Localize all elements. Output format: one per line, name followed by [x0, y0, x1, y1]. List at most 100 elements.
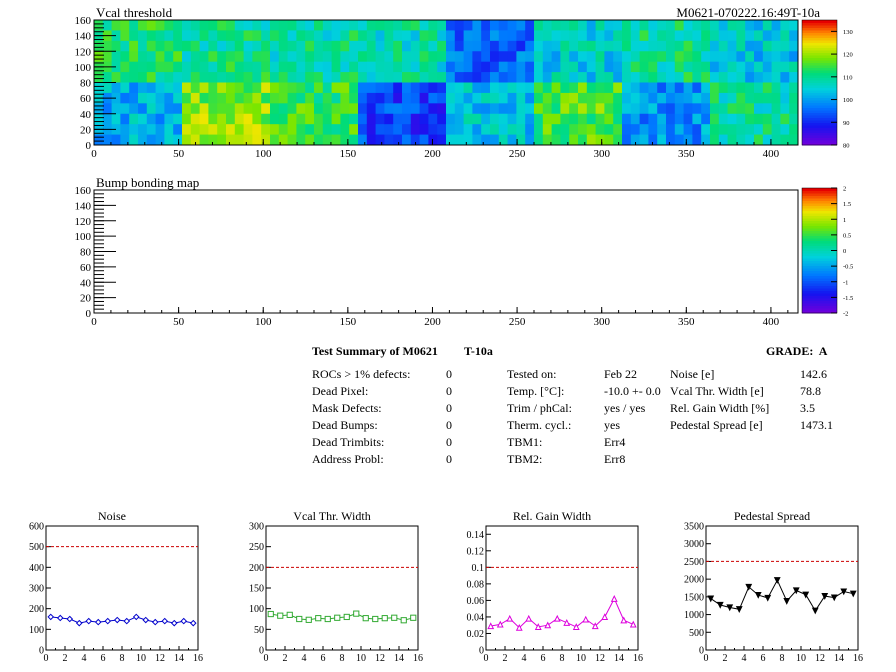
color-scale-band [802, 25, 837, 28]
data-point [132, 613, 140, 621]
heatmap-cell [340, 113, 350, 125]
heatmap-cell [525, 124, 535, 135]
heatmap-cell [358, 124, 368, 135]
heatmap-cell [287, 124, 297, 135]
color-scale-band [802, 243, 837, 246]
data-point [94, 618, 102, 626]
y-tick-label: 0.1 [472, 563, 485, 574]
heatmap-cell [270, 92, 280, 104]
heatmap-cell [366, 82, 376, 94]
heatmap-cell [551, 61, 561, 73]
heatmap-cell [208, 103, 218, 115]
heatmap-cell [437, 72, 447, 83]
heatmap-cell [472, 82, 482, 94]
x-tick-label: 14 [394, 653, 404, 664]
heatmap-cell [498, 103, 508, 115]
heatmap-cell [94, 82, 104, 94]
heatmap-cell [138, 61, 148, 73]
defect-value: 0 [446, 401, 452, 415]
heatmap-cell [789, 82, 799, 94]
data-point [391, 614, 398, 621]
color-scale-band [802, 258, 837, 261]
heatmap-cell [375, 103, 385, 115]
heatmap-cell [771, 113, 781, 125]
heatmap-cell [243, 30, 253, 42]
color-scale-band [802, 107, 837, 111]
heatmap-cell [120, 92, 130, 104]
heatmap-cell [472, 20, 482, 31]
heatmap-cell [569, 30, 579, 42]
heatmap-cell [674, 40, 684, 52]
color-scale-band [802, 75, 837, 78]
heatmap-cell [490, 124, 500, 135]
defect-label: Mask Defects: [312, 401, 382, 415]
heatmap-cell [604, 40, 614, 52]
color-scale-band [802, 130, 837, 133]
heatmap-cell [701, 92, 711, 104]
color-scale-band [802, 203, 837, 206]
color-scale-label: 0.5 [843, 232, 851, 239]
heatmap-cell [428, 113, 438, 125]
heatmap-cell [270, 72, 280, 83]
heatmap-cell [340, 51, 350, 63]
heatmap-cell [516, 134, 526, 146]
data-point [610, 595, 618, 602]
heatmap-cell [111, 51, 121, 63]
heatmap-cell [551, 113, 561, 125]
heatmap-cell [666, 92, 676, 104]
x-tick-label: 6 [321, 653, 326, 664]
heatmap-cell [481, 103, 491, 115]
heatmap-cell [164, 51, 174, 63]
heatmap-cell [463, 113, 473, 125]
heatmap-cell [146, 113, 156, 125]
heatmap-cell [481, 124, 491, 135]
heatmap-cell [129, 134, 139, 146]
heatmap-cell [490, 92, 500, 104]
heatmap-cell [322, 61, 332, 73]
heatmap-cell [674, 30, 684, 42]
heatmap-cell [349, 82, 359, 94]
heatmap-cell [454, 51, 464, 63]
x-tick-label: 100 [255, 148, 272, 160]
x-tick-label: 200 [424, 148, 441, 160]
heatmap-cell [542, 40, 552, 52]
heatmap-cell [164, 72, 174, 83]
summary-plot: Noise 0 2 4 6 8 10 12 14 16 0 100 200 300 400 500 600 [29, 509, 203, 664]
heatmap-cell [261, 51, 271, 63]
heatmap-cell [393, 30, 403, 42]
heatmap-cell [252, 134, 262, 146]
color-scale-band [802, 290, 837, 294]
color-scale-band [802, 55, 837, 58]
heatmap-cell [138, 20, 148, 31]
result-value: 142.6 [800, 367, 827, 381]
bump-bonding-frame [93, 189, 799, 314]
heatmap-cell [393, 61, 403, 73]
heatmap-cell [754, 124, 764, 135]
heatmap-cell [454, 92, 464, 104]
heatmap-cell [683, 40, 693, 52]
heatmap-cell [498, 82, 508, 94]
heatmap-cell [762, 61, 772, 73]
heatmap-cell [613, 103, 623, 115]
heatmap-cell [366, 20, 376, 31]
heatmap-cell [270, 20, 280, 31]
heatmap-cell [507, 20, 517, 31]
heatmap-cell [710, 92, 720, 104]
heatmap-cell [358, 30, 368, 42]
heatmap-cell [525, 40, 535, 52]
heatmap-cell [560, 103, 570, 115]
heatmap-cell [102, 72, 112, 83]
y-tick-label: 200 [249, 563, 264, 574]
data-point [362, 615, 369, 622]
y-tick-label: 0.02 [467, 629, 485, 640]
heatmap-cell [604, 72, 614, 83]
heatmap-cell [261, 92, 271, 104]
heatmap-cell [314, 113, 324, 125]
color-scale-band [802, 110, 837, 113]
heatmap-cell [498, 113, 508, 125]
y-tick-label: 20 [80, 293, 92, 305]
heatmap-cell [472, 134, 482, 146]
heatmap-cell [622, 103, 632, 115]
heatmap-cell [190, 61, 200, 73]
